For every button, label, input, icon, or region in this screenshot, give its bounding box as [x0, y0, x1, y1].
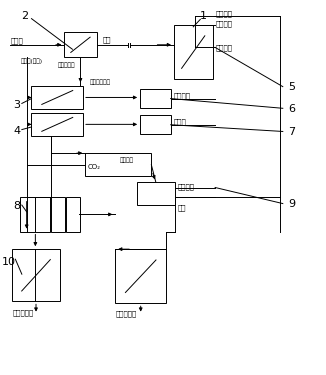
Text: 7: 7	[288, 127, 295, 137]
Text: 天然气(中压): 天然气(中压)	[21, 58, 43, 64]
Text: 2: 2	[22, 10, 29, 21]
Bar	[174, 25, 213, 79]
Text: 产品尿素: 产品尿素	[178, 183, 195, 190]
Text: 活化水蒸馏气: 活化水蒸馏气	[89, 80, 111, 85]
Text: 商品电: 商品电	[173, 118, 186, 124]
Text: 8: 8	[13, 201, 20, 211]
Bar	[140, 89, 171, 108]
Text: 1: 1	[200, 11, 206, 21]
Bar	[66, 197, 80, 232]
Text: 产品合成氨: 产品合成氨	[115, 310, 137, 317]
Bar	[115, 249, 166, 303]
Text: 5: 5	[288, 82, 295, 92]
Bar	[12, 249, 60, 302]
Text: 辅助水蒸气: 辅助水蒸气	[57, 62, 75, 68]
Text: 4: 4	[13, 126, 20, 136]
Bar	[51, 197, 65, 232]
Text: 6: 6	[288, 104, 295, 114]
Text: 气海: 气海	[103, 36, 111, 43]
Bar	[64, 32, 96, 57]
Text: 产品氢气: 产品氢气	[216, 21, 233, 27]
Bar	[140, 115, 171, 135]
Bar	[137, 182, 175, 206]
Text: 天然气: 天然气	[10, 38, 23, 44]
Bar	[32, 86, 83, 109]
Text: 3: 3	[13, 100, 20, 110]
Text: 冰氨: 冰氨	[178, 204, 186, 211]
Text: 商品硫磺: 商品硫磺	[173, 92, 190, 99]
Bar	[35, 197, 50, 232]
Text: 10: 10	[2, 257, 16, 267]
Text: 9: 9	[288, 200, 295, 209]
Text: 产品液氨: 产品液氨	[216, 44, 233, 51]
Text: 产品液氮: 产品液氮	[216, 11, 233, 18]
Bar	[20, 197, 35, 232]
Text: 产品天然气: 产品天然气	[13, 309, 34, 316]
Text: 外来蒸汽: 外来蒸汽	[120, 157, 134, 163]
Bar	[85, 153, 151, 176]
Text: CO₂: CO₂	[88, 164, 100, 170]
Bar	[32, 113, 83, 136]
